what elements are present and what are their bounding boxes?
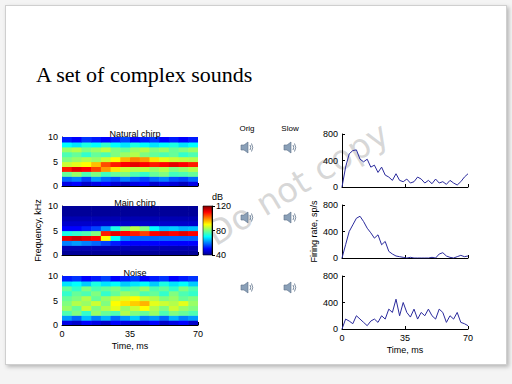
svg-text:800: 800 xyxy=(323,129,338,139)
svg-text:800: 800 xyxy=(323,271,338,281)
svg-text:Main chirp: Main chirp xyxy=(114,198,156,208)
svg-text:40: 40 xyxy=(216,250,226,260)
svg-text:Time, ms: Time, ms xyxy=(112,341,149,351)
svg-text:35: 35 xyxy=(125,329,135,339)
svg-text:0: 0 xyxy=(59,329,64,339)
svg-text:0: 0 xyxy=(53,320,58,330)
svg-text:Noise: Noise xyxy=(123,268,146,278)
svg-text:35: 35 xyxy=(400,333,410,343)
svg-text:5: 5 xyxy=(53,226,58,236)
svg-text:800: 800 xyxy=(323,200,338,210)
svg-text:0: 0 xyxy=(333,324,338,334)
svg-text:0: 0 xyxy=(333,253,338,263)
svg-text:Time, ms: Time, ms xyxy=(387,345,424,355)
svg-text:5: 5 xyxy=(53,157,58,167)
svg-text:400: 400 xyxy=(323,156,338,166)
svg-text:400: 400 xyxy=(323,298,338,308)
svg-text:10: 10 xyxy=(48,271,58,281)
svg-text:70: 70 xyxy=(463,333,473,343)
svg-text:80: 80 xyxy=(216,226,226,236)
svg-text:Natural chirp: Natural chirp xyxy=(109,129,160,139)
svg-text:Frequency, kHz: Frequency, kHz xyxy=(33,199,43,262)
svg-text:120: 120 xyxy=(216,201,231,211)
svg-text:400: 400 xyxy=(323,227,338,237)
svg-text:10: 10 xyxy=(48,132,58,142)
svg-text:0: 0 xyxy=(53,250,58,260)
svg-text:10: 10 xyxy=(48,201,58,211)
svg-text:Firing rate, sp/s: Firing rate, sp/s xyxy=(309,200,319,263)
svg-text:5: 5 xyxy=(53,296,58,306)
svg-text:0: 0 xyxy=(339,333,344,343)
svg-text:0: 0 xyxy=(53,181,58,191)
svg-text:0: 0 xyxy=(333,182,338,192)
svg-text:70: 70 xyxy=(193,329,203,339)
